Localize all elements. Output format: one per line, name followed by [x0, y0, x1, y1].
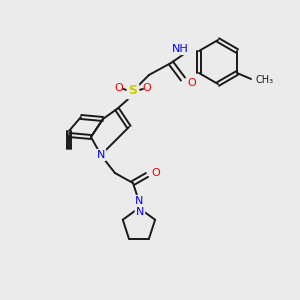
Text: O: O — [151, 168, 160, 178]
Text: O: O — [142, 83, 151, 93]
Text: N: N — [135, 196, 143, 206]
Text: CH₃: CH₃ — [255, 75, 273, 85]
Text: N: N — [97, 150, 105, 160]
Text: O: O — [115, 83, 123, 93]
Text: S: S — [128, 85, 137, 98]
Text: NH: NH — [172, 44, 189, 54]
Text: O: O — [187, 78, 196, 88]
Text: N: N — [136, 207, 144, 217]
